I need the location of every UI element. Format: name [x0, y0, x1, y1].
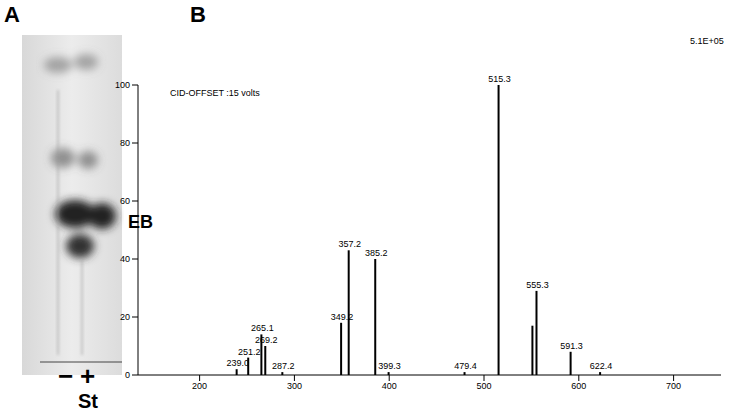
svg-text:479.4: 479.4	[454, 361, 477, 371]
svg-text:239.0: 239.0	[226, 358, 249, 368]
svg-text:400: 400	[382, 381, 397, 391]
svg-text:269.2: 269.2	[255, 335, 278, 345]
svg-text:251.2: 251.2	[238, 347, 261, 357]
svg-text:0: 0	[125, 370, 130, 380]
html-text:EB: EB	[128, 212, 153, 232]
svg-text:200: 200	[192, 381, 207, 391]
svg-text:357.2: 357.2	[338, 239, 361, 249]
svg-text:600: 600	[571, 381, 586, 391]
svg-text:40: 40	[120, 254, 130, 264]
svg-text:265.1: 265.1	[251, 323, 274, 333]
svg-text:300: 300	[287, 381, 302, 391]
svg-text:80: 80	[120, 138, 130, 148]
svg-text:287.2: 287.2	[272, 361, 295, 371]
svg-text:20: 20	[120, 312, 130, 322]
svg-text:399.3: 399.3	[378, 361, 401, 371]
html-text:5.1E+05: 5.1E+05	[690, 36, 724, 46]
html-text:A: A	[4, 2, 20, 27]
svg-text:515.3: 515.3	[488, 74, 511, 84]
svg-text:349.2: 349.2	[331, 312, 354, 322]
svg-text:500: 500	[476, 381, 491, 391]
html-text:B: B	[190, 2, 206, 27]
html-text:CID-OFFSET :15 volts: CID-OFFSET :15 volts	[170, 88, 260, 98]
svg-text:622.4: 622.4	[590, 361, 613, 371]
svg-text:100: 100	[115, 80, 130, 90]
svg-text:60: 60	[120, 196, 130, 206]
svg-text:385.2: 385.2	[365, 248, 388, 258]
svg-text:555.3: 555.3	[526, 280, 549, 290]
svg-text:591.3: 591.3	[560, 341, 583, 351]
html-text:St: St	[78, 390, 98, 412]
svg-text:700: 700	[666, 381, 681, 391]
